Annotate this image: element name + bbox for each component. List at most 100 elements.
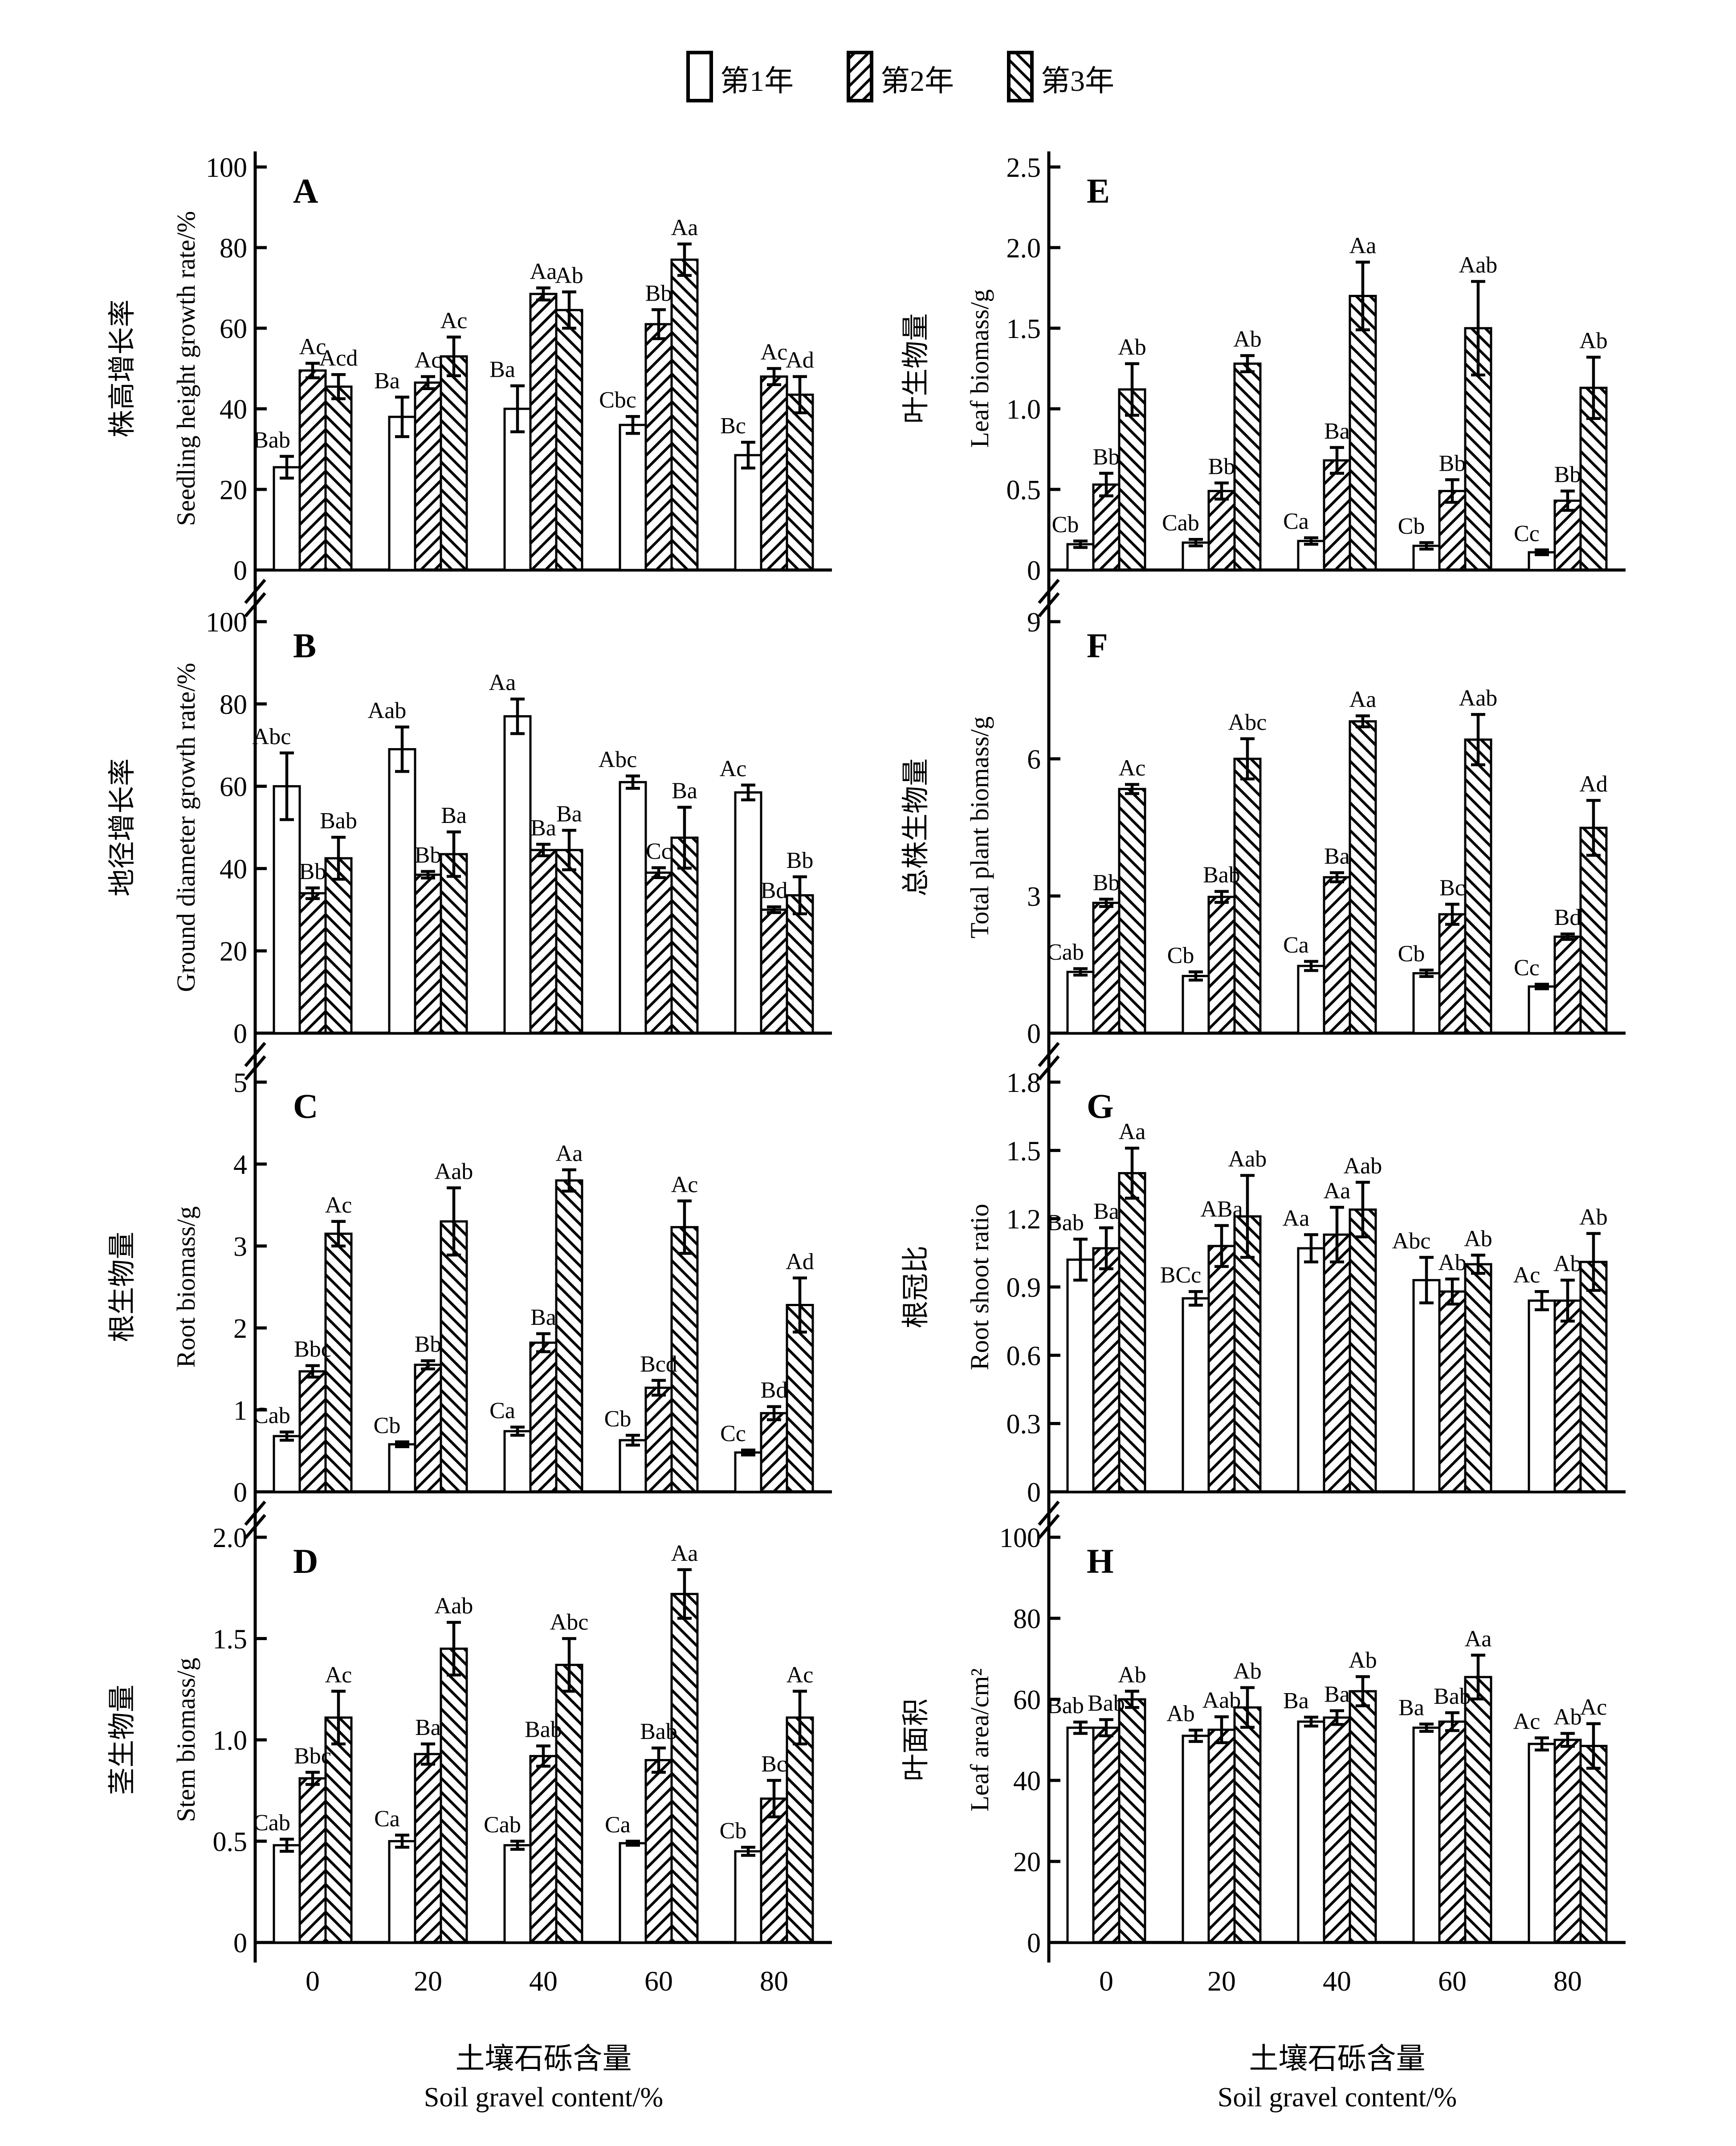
y-tick-label: 1 xyxy=(233,1396,247,1426)
error-bar xyxy=(510,1840,525,1851)
bar-F-g20-y2 xyxy=(1207,896,1236,1034)
bar-C-g60-y3 xyxy=(670,1226,699,1493)
bar-G-g80-y2 xyxy=(1553,1299,1582,1493)
sig-letter: Cb xyxy=(374,1413,401,1438)
bar-G-g40-y2 xyxy=(1323,1233,1351,1493)
error-bar xyxy=(1419,541,1434,551)
bar-H-g80-y2 xyxy=(1553,1739,1582,1944)
bar-F-g80-y3 xyxy=(1579,827,1608,1034)
sig-letter: Ab xyxy=(1438,1250,1467,1275)
sig-letter: Bb xyxy=(415,843,442,868)
sig-letter: Bb xyxy=(1208,454,1235,480)
y-tick-label: 40 xyxy=(1013,1766,1041,1796)
y-tick-label: 2.0 xyxy=(1007,233,1041,264)
y-tick-label: 0 xyxy=(1027,1478,1041,1508)
axis-break-icon xyxy=(244,1055,266,1081)
bar-G-g0-y2 xyxy=(1092,1247,1121,1493)
sig-letter: Cab xyxy=(484,1812,521,1838)
bar-D-g80-y3 xyxy=(786,1716,814,1944)
bar-H-g0-y3 xyxy=(1118,1698,1146,1944)
error-bar xyxy=(677,242,692,277)
sig-letter: Ab xyxy=(1118,1662,1146,1688)
error-bar xyxy=(1535,1290,1549,1311)
bar-D-g40-y2 xyxy=(529,1755,558,1944)
sig-letter: Aa xyxy=(1349,687,1377,712)
bar-H-g80-y1 xyxy=(1528,1743,1556,1944)
error-bar xyxy=(395,395,409,438)
bar-C-g40-y1 xyxy=(503,1430,532,1493)
error-bar xyxy=(306,886,320,900)
error-bar xyxy=(767,1405,781,1421)
sig-letter: Aa xyxy=(1283,1205,1310,1231)
sig-letter: Bc xyxy=(1439,875,1465,900)
bar-C-g60-y1 xyxy=(619,1439,647,1493)
error-bar xyxy=(1419,1256,1434,1305)
sig-letter: Bc xyxy=(761,1751,787,1777)
error-bar xyxy=(1445,903,1459,926)
error-bar xyxy=(1445,1277,1459,1306)
error-bar xyxy=(280,1430,294,1442)
error-bar xyxy=(1073,539,1088,549)
bar-G-g0-y1 xyxy=(1066,1258,1095,1493)
error-bar xyxy=(1419,969,1434,978)
error-bar xyxy=(1330,1205,1344,1264)
bar-H-g0-y2 xyxy=(1092,1727,1121,1944)
sig-letter: Aa xyxy=(556,1141,583,1166)
y-tick-label: 40 xyxy=(220,395,247,425)
error-bar xyxy=(1330,446,1344,475)
sig-letter: Bb xyxy=(1093,444,1120,470)
sig-letter: Ac xyxy=(720,756,747,782)
error-bar xyxy=(1099,472,1113,497)
bar-F-g0-y3 xyxy=(1118,788,1146,1034)
sig-letter: Abc xyxy=(253,724,291,749)
sig-letter: Ba xyxy=(441,803,467,828)
sig-letter: Bab xyxy=(1047,1693,1084,1718)
sig-letter: Bb xyxy=(645,281,672,306)
bar-C-g40-y2 xyxy=(529,1341,558,1493)
y-tick-label: 100 xyxy=(206,153,247,183)
bar-H-g40-y2 xyxy=(1323,1716,1351,1944)
bar-A-g80-y2 xyxy=(760,375,788,571)
error-bar xyxy=(280,751,294,821)
error-bar xyxy=(1304,960,1318,972)
error-bar xyxy=(1214,481,1229,501)
y-tick-label: 100 xyxy=(999,1523,1041,1553)
error-bar xyxy=(331,835,346,881)
bar-B-g40-y3 xyxy=(555,849,583,1034)
y-tick-label: 1.0 xyxy=(1007,395,1041,425)
y-tick-label: 0 xyxy=(1027,1019,1041,1049)
y-tick-label: 0 xyxy=(1027,556,1041,586)
sig-letter: Aa xyxy=(530,259,557,285)
y-tick-label: 100 xyxy=(206,607,247,638)
sig-letter: Ba xyxy=(530,815,556,841)
bar-E-g40-y1 xyxy=(1297,540,1325,571)
error-bar xyxy=(1099,897,1113,908)
bar-H-g20-y1 xyxy=(1182,1735,1210,1944)
y-axis-title-zh: 茎生物量 xyxy=(107,1685,138,1795)
bar-G-g60-y2 xyxy=(1438,1290,1467,1493)
y-tick-label: 1.5 xyxy=(1007,1136,1041,1166)
x-axis-title-zh: 土壤石砾含量 xyxy=(1249,2043,1426,2075)
bar-A-g40-y2 xyxy=(529,293,558,571)
sig-letter: Ac xyxy=(440,308,468,334)
error-bar xyxy=(1240,354,1255,373)
error-bar xyxy=(677,806,692,870)
bar-D-g60-y2 xyxy=(644,1759,673,1944)
sig-letter: Cc xyxy=(646,839,672,864)
sig-letter: Bd xyxy=(761,1378,788,1403)
sig-letter: Ac xyxy=(1513,1709,1540,1734)
sig-letter: Aa xyxy=(489,670,516,696)
sig-letter: Ca xyxy=(489,1398,515,1424)
sig-letter: Bc xyxy=(720,413,746,439)
error-bar xyxy=(1561,489,1575,512)
y-tick-label: 0.9 xyxy=(1007,1273,1041,1303)
bar-G-g80-y1 xyxy=(1528,1299,1556,1493)
y-tick-label: 1.0 xyxy=(213,1726,248,1756)
error-bar xyxy=(652,1746,666,1774)
error-bar xyxy=(421,1742,435,1766)
bar-B-g40-y1 xyxy=(503,715,532,1034)
y-tick-label: 0.5 xyxy=(213,1827,248,1857)
sig-letter: Cc xyxy=(720,1421,746,1446)
error-bar xyxy=(562,829,576,871)
